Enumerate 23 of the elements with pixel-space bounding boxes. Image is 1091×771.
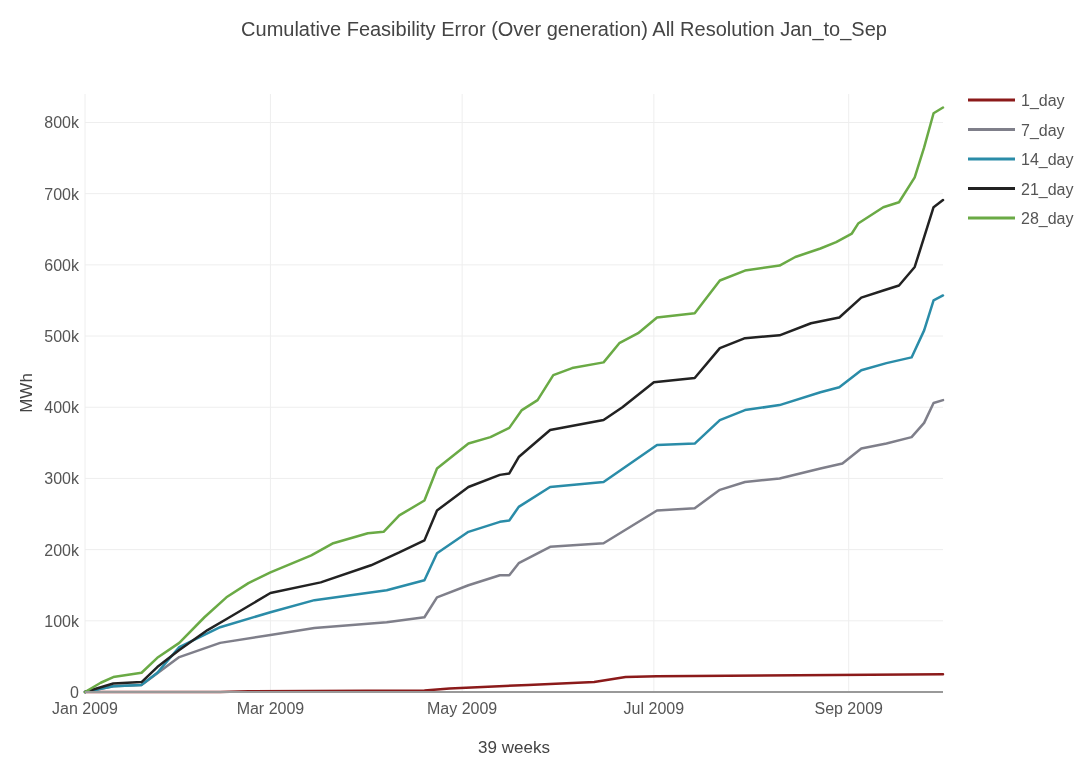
x-tick-label: May 2009 (427, 700, 498, 717)
x-tick-label: Jul 2009 (623, 700, 685, 717)
legend-label: 14_day (1021, 151, 1074, 169)
y-tick-label: 100k (44, 612, 80, 630)
x-axis-title: 39 weeks (478, 738, 550, 757)
y-tick-label: 400k (44, 399, 80, 417)
chart-title: Cumulative Feasibility Error (Over generation) All Resolution Jan_to_Sep (241, 18, 887, 41)
x-tick-label: Jan 2009 (52, 700, 119, 717)
legend-label: 7_day (1021, 121, 1065, 140)
y-tick-label: 700k (44, 185, 80, 203)
y-axis-title: MWh (17, 373, 36, 413)
x-tick-label: Mar 2009 (236, 700, 305, 717)
x-tick-label: Sep 2009 (814, 700, 884, 717)
legend-label: 1_day (1021, 92, 1065, 110)
y-tick-label: 600k (44, 256, 80, 274)
legend-label: 21_day (1021, 180, 1074, 199)
line-series (83, 106, 945, 694)
y-tick-label: 800k (44, 114, 80, 132)
y-tick-label: 500k (44, 328, 80, 346)
y-tick-label: 300k (44, 470, 80, 488)
y-tick-label: 200k (44, 541, 80, 559)
legend-label: 28_day (1021, 210, 1074, 228)
y-tick-label: 0 (70, 684, 80, 701)
